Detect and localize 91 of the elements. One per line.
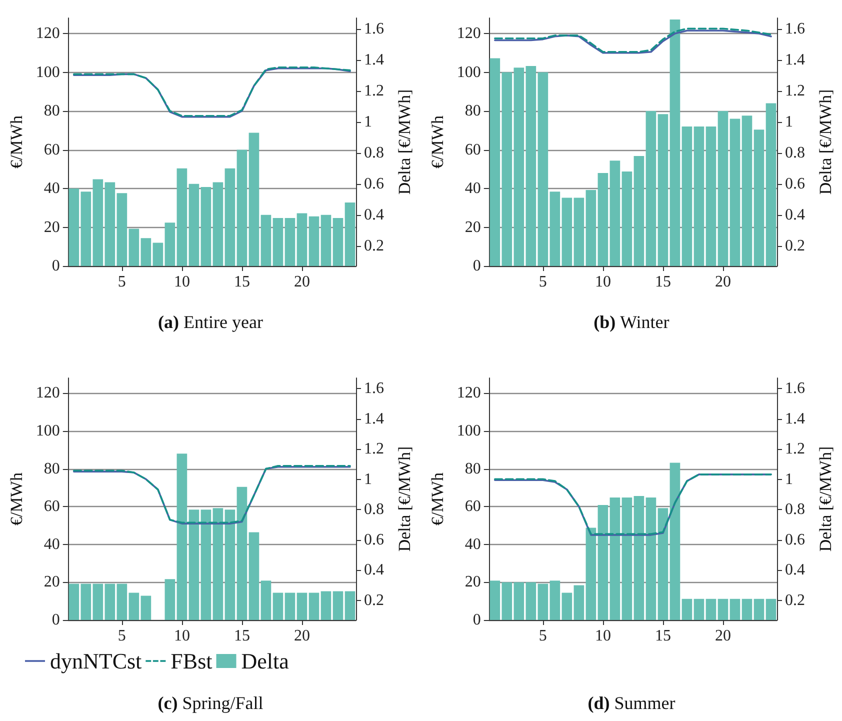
y-tick-label: 100 xyxy=(456,64,481,81)
y-tick-label: 20 xyxy=(44,218,60,236)
y2-tick-label: 0.6 xyxy=(785,531,805,548)
y-tick-label: 80 xyxy=(44,460,60,478)
text: (c) Spring/Fall xyxy=(158,693,264,713)
y2-axis-title: Delta [€/MWh] xyxy=(816,89,835,195)
y-tick-label: 80 xyxy=(464,460,481,478)
y2-tick-label: 1 xyxy=(785,470,793,488)
y2-tick-label: 0.6 xyxy=(364,175,384,192)
x-tick-label: 10 xyxy=(174,274,190,290)
x-tick-label: 5 xyxy=(118,628,126,644)
y2-tick-label: 0.8 xyxy=(364,501,384,518)
y2-tick-label: 0.8 xyxy=(364,144,384,162)
y-tick-label: 100 xyxy=(36,64,60,81)
y-tick-label: 60 xyxy=(44,141,60,158)
y-tick-label: 40 xyxy=(464,180,481,197)
y2-tick-label: 0.8 xyxy=(785,144,805,162)
y2-tick-label: 1 xyxy=(785,113,793,130)
y2-tick-label: 0.4 xyxy=(364,206,384,224)
y2-axis-title: Delta [€/MWh] xyxy=(395,446,414,552)
x-tick-label: 10 xyxy=(174,628,190,644)
y-tick-label: 0 xyxy=(472,258,481,274)
y-tick-label: 20 xyxy=(464,218,481,236)
y-tick-label: 60 xyxy=(464,141,481,158)
legend-label: FBst xyxy=(170,648,212,674)
y2-tick-label: 1.6 xyxy=(785,20,805,38)
legend-label: Delta xyxy=(241,648,290,674)
y2-tick-label: 1.4 xyxy=(785,410,805,428)
y-tick-label: 0 xyxy=(52,258,60,274)
y2-tick-label: 1.6 xyxy=(785,380,805,398)
y-tick-label: 20 xyxy=(44,574,60,591)
y2-tick-label: 1 xyxy=(364,113,372,130)
y-tick-label: 20 xyxy=(464,574,481,591)
text: (d) Summer xyxy=(588,693,676,713)
y2-tick-label: 1.2 xyxy=(785,82,805,100)
x-tick-label: 15 xyxy=(234,628,250,644)
y-tick-label: 60 xyxy=(44,498,60,516)
y-axis-title: €/MWh xyxy=(428,472,447,526)
y-tick-label: 0 xyxy=(472,612,481,628)
y2-axis-title: Delta [€/MWh] xyxy=(816,446,835,552)
text: (b) Winter xyxy=(594,312,670,332)
x-tick-label: 20 xyxy=(294,274,310,290)
y2-tick-label: 0.4 xyxy=(364,562,384,579)
text: (a) Entire year xyxy=(158,312,263,332)
y-axis-title: €/MWh xyxy=(7,472,26,526)
y2-tick-label: 1.6 xyxy=(364,20,384,38)
x-tick-label: 15 xyxy=(654,274,671,290)
y-tick-label: 100 xyxy=(36,422,60,440)
y2-tick-label: 0.2 xyxy=(364,237,384,254)
y-tick-label: 120 xyxy=(456,384,481,402)
y-tick-label: 80 xyxy=(464,102,481,120)
y-axis-title: €/MWh xyxy=(428,115,447,168)
y-tick-label: 120 xyxy=(36,384,60,402)
y2-tick-label: 1.4 xyxy=(785,51,805,68)
y-tick-label: 60 xyxy=(464,498,481,516)
y2-tick-label: 0.2 xyxy=(785,237,805,254)
y-tick-label: 40 xyxy=(464,536,481,553)
y2-tick-label: 0.6 xyxy=(785,175,805,192)
y2-tick-label: 0.4 xyxy=(785,206,805,224)
y-tick-label: 80 xyxy=(44,102,60,120)
x-tick-label: 10 xyxy=(594,628,611,644)
x-tick-label: 5 xyxy=(538,274,547,290)
x-tick-label: 15 xyxy=(234,274,250,290)
y2-tick-label: 1.4 xyxy=(364,410,384,428)
y2-tick-label: 0.8 xyxy=(785,501,805,518)
legend-label: dynNTCst xyxy=(50,648,142,674)
y2-tick-label: 1.2 xyxy=(364,440,384,458)
y-tick-label: 40 xyxy=(44,180,60,197)
y2-tick-label: 1.2 xyxy=(785,440,805,458)
y2-tick-label: 1.2 xyxy=(364,82,384,100)
x-tick-label: 5 xyxy=(538,628,547,644)
x-tick-label: 20 xyxy=(294,628,310,644)
y2-tick-label: 0.2 xyxy=(785,592,805,609)
y-axis-title: €/MWh xyxy=(7,115,26,168)
y-tick-label: 120 xyxy=(36,25,60,42)
y-tick-label: 0 xyxy=(52,612,60,628)
x-tick-label: 5 xyxy=(118,274,126,290)
y-tick-label: 40 xyxy=(44,536,60,553)
y-tick-label: 120 xyxy=(456,25,481,42)
x-tick-label: 20 xyxy=(714,628,731,644)
x-tick-label: 15 xyxy=(654,628,671,644)
y-tick-label: 100 xyxy=(456,422,481,440)
y2-tick-label: 1 xyxy=(364,470,372,488)
y2-tick-label: 1.4 xyxy=(364,51,384,68)
y2-tick-label: 0.4 xyxy=(785,562,805,579)
y2-tick-label: 0.2 xyxy=(364,592,384,609)
x-tick-label: 10 xyxy=(594,274,611,290)
x-tick-label: 20 xyxy=(714,274,731,290)
y2-axis-title: Delta [€/MWh] xyxy=(395,89,414,195)
y2-tick-label: 0.6 xyxy=(364,531,384,548)
y2-tick-label: 1.6 xyxy=(364,380,384,398)
